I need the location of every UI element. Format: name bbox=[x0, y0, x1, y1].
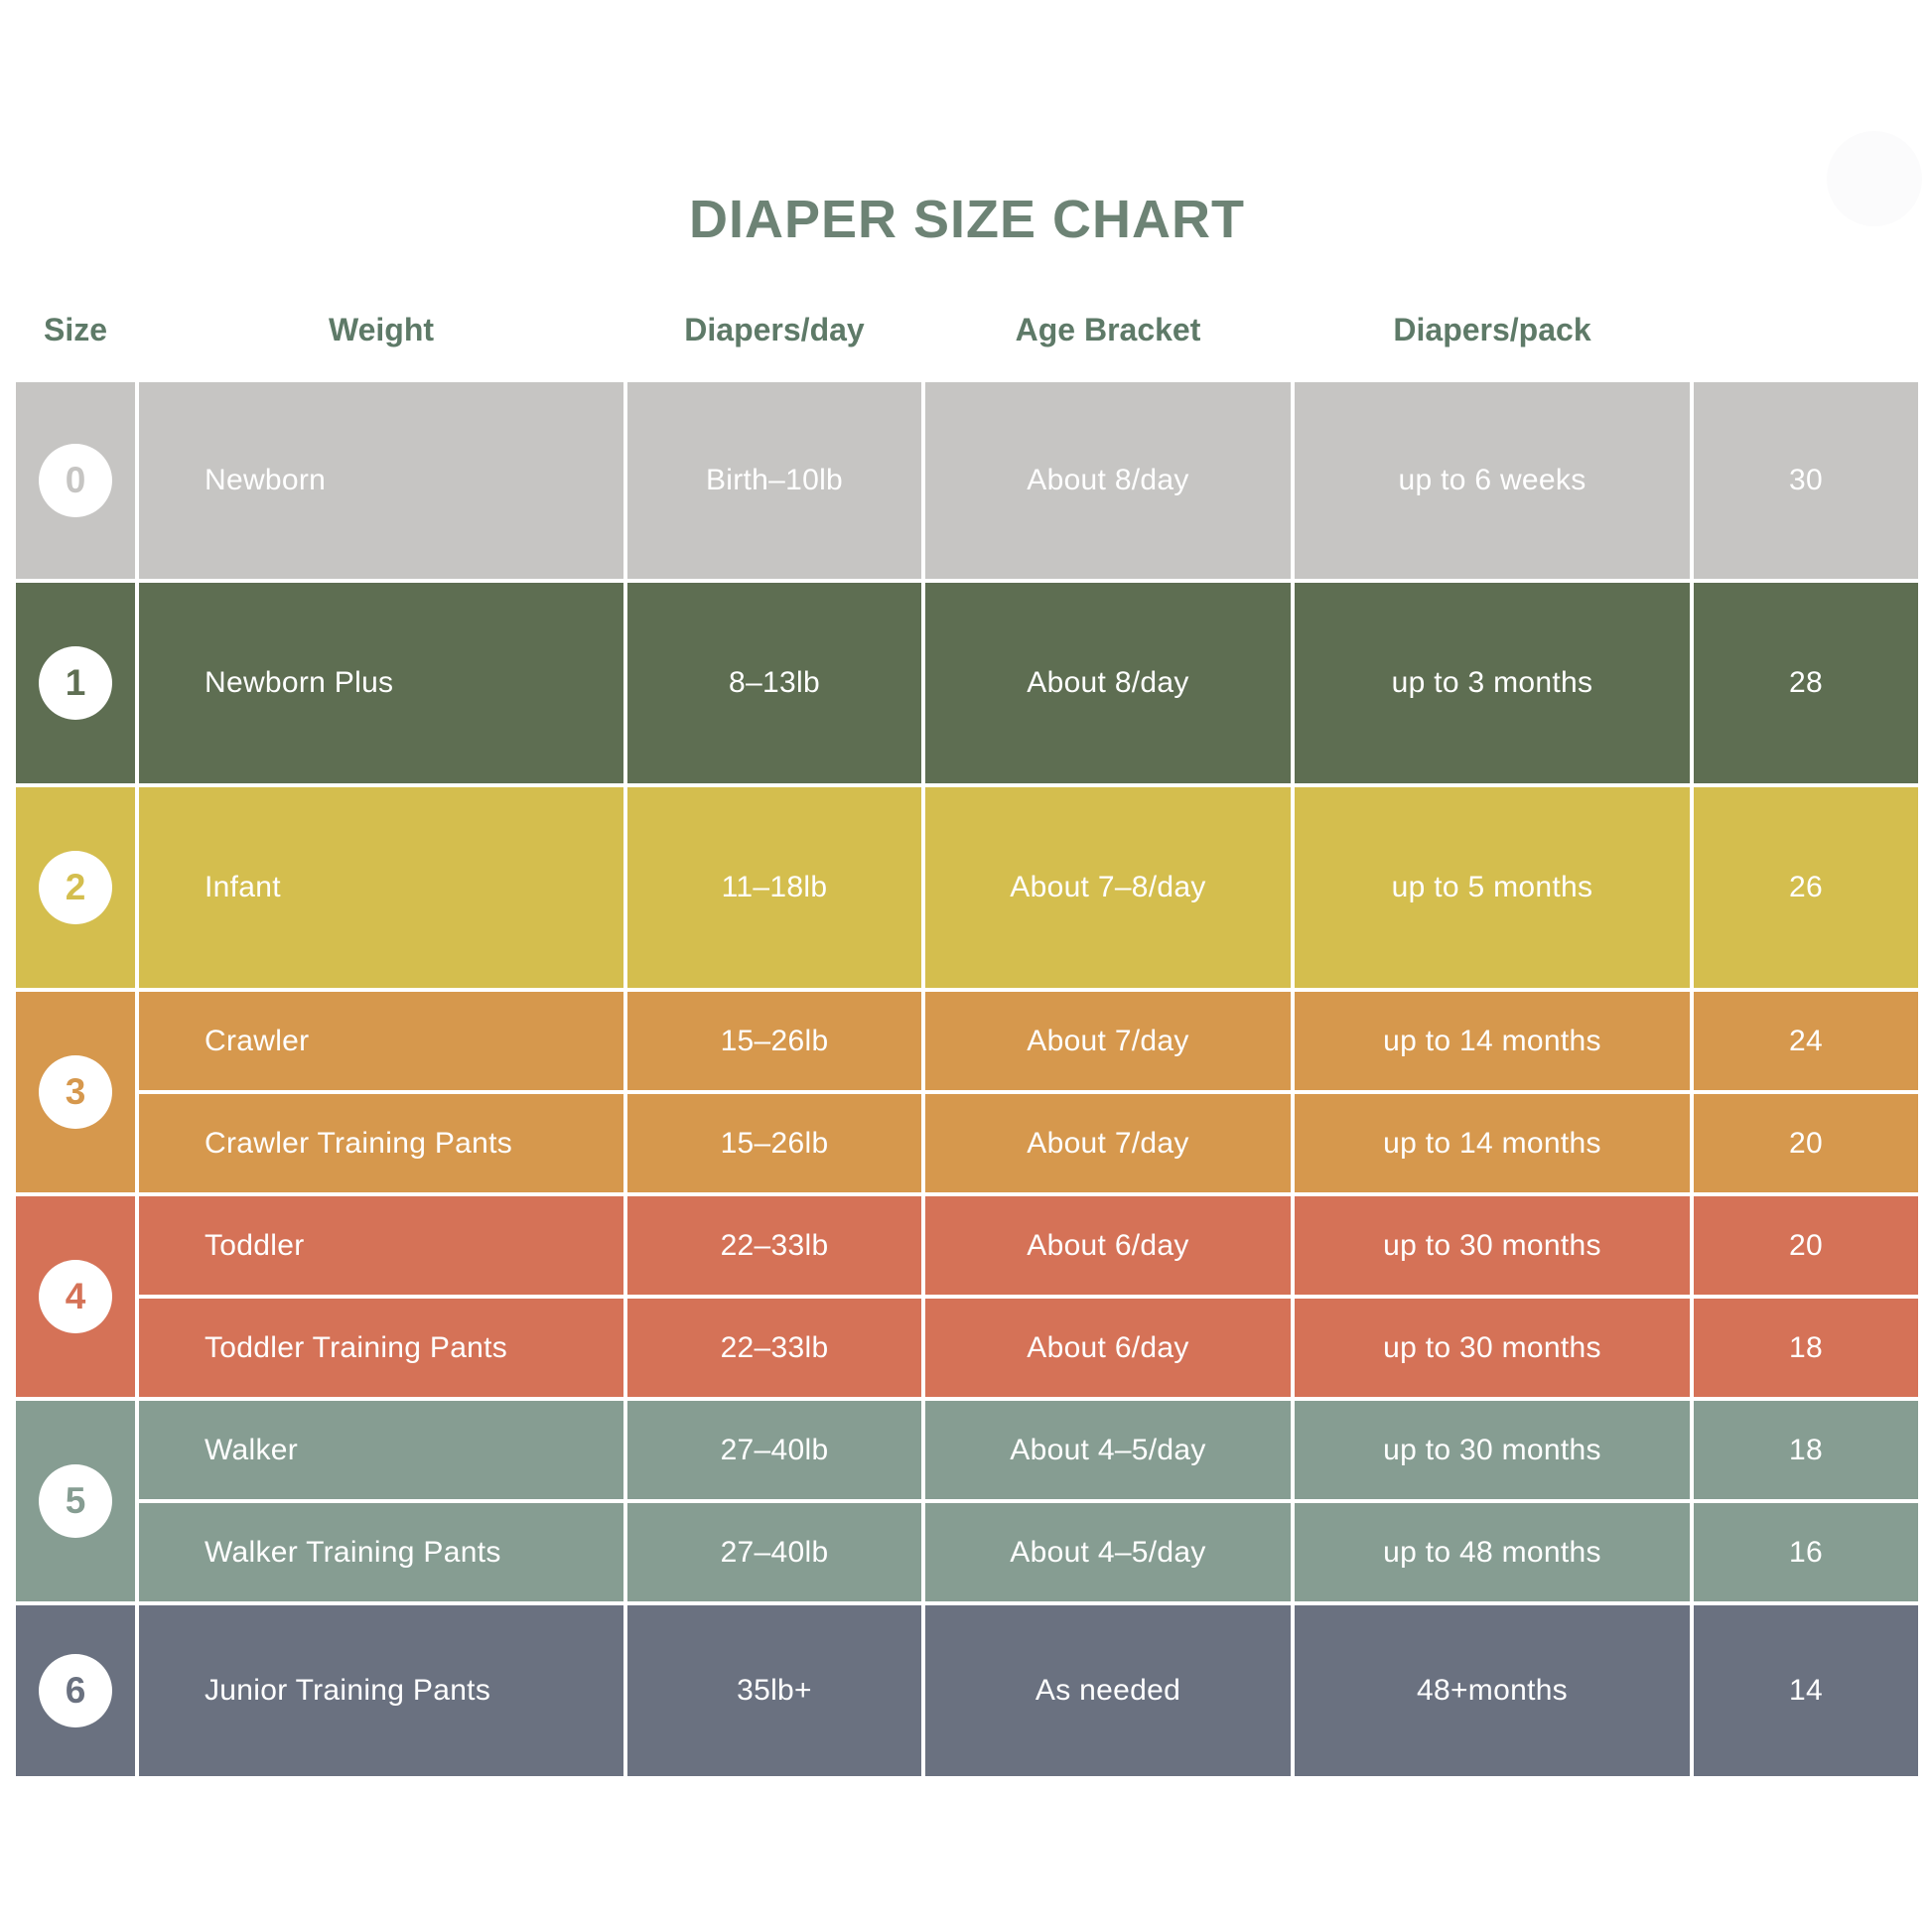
cell-per-day: About 4–5/day bbox=[925, 1401, 1291, 1499]
size-badge: 3 bbox=[39, 1055, 112, 1129]
cell-name: Crawler bbox=[139, 992, 623, 1090]
cell-age: up to 3 months bbox=[1295, 583, 1690, 783]
cell-age: 48+months bbox=[1295, 1605, 1690, 1776]
cell-name: Crawler Training Pants bbox=[139, 1094, 623, 1192]
cell-name: Newborn bbox=[139, 382, 623, 579]
column-header-weight: Weight bbox=[328, 312, 435, 347]
size-group-0: 0 Newborn Birth–10lb About 8/day up to 6 wee… bbox=[16, 382, 1918, 579]
cell-per-day: About 7–8/day bbox=[925, 787, 1291, 988]
cell-per-pack: 14 bbox=[1694, 1605, 1918, 1776]
cell-per-pack: 28 bbox=[1694, 583, 1918, 783]
size-number-cell: 6 bbox=[16, 1605, 135, 1776]
cell-per-day: About 7/day bbox=[925, 992, 1291, 1090]
size-badge: 1 bbox=[39, 646, 112, 720]
size-badge: 2 bbox=[39, 851, 112, 924]
cell-age: up to 14 months bbox=[1295, 1094, 1690, 1192]
size-group-3: 3 Crawler 15–26lb About 7/day up to 14 month… bbox=[16, 992, 1918, 1192]
cell-age: up to 48 months bbox=[1295, 1503, 1690, 1601]
cell-name: Junior Training Pants bbox=[139, 1605, 623, 1776]
cell-per-pack: 20 bbox=[1694, 1196, 1918, 1295]
size-number-cell: 3 bbox=[16, 992, 135, 1192]
cell-per-pack: 18 bbox=[1694, 1299, 1918, 1397]
cell-name: Toddler Training Pants bbox=[139, 1299, 623, 1397]
size-group-6: 6 Junior Training Pants 35lb+ As needed 48+m… bbox=[16, 1605, 1918, 1776]
cell-per-day: About 8/day bbox=[925, 382, 1291, 579]
cell-per-pack: 18 bbox=[1694, 1401, 1918, 1499]
size-badge: 0 bbox=[39, 444, 112, 517]
cell-age: up to 30 months bbox=[1295, 1196, 1690, 1295]
size-number-cell: 2 bbox=[16, 787, 135, 988]
size-table: 0 Newborn Birth–10lb About 8/day up to 6 wee… bbox=[16, 382, 1918, 1776]
cell-age: up to 5 months bbox=[1295, 787, 1690, 988]
cell-age: up to 30 months bbox=[1295, 1401, 1690, 1499]
size-badge: 5 bbox=[39, 1464, 112, 1538]
cell-per-day: As needed bbox=[925, 1605, 1291, 1776]
cell-per-pack: 16 bbox=[1694, 1503, 1918, 1601]
cell-per-day: About 6/day bbox=[925, 1299, 1291, 1397]
size-number-cell: 0 bbox=[16, 382, 135, 579]
page-title: DIAPER SIZE CHART bbox=[688, 190, 1246, 249]
watermark-circle bbox=[1827, 131, 1922, 226]
cell-weight: 15–26lb bbox=[627, 992, 921, 1090]
cell-weight: 27–40lb bbox=[627, 1401, 921, 1499]
size-group-4: 4 Toddler 22–33lb About 6/day up to 30 month… bbox=[16, 1196, 1918, 1397]
size-group-1: 1 Newborn Plus 8–13lb About 8/day up to 3 mo… bbox=[16, 583, 1918, 783]
cell-weight: 22–33lb bbox=[627, 1299, 921, 1397]
cell-age: up to 30 months bbox=[1295, 1299, 1690, 1397]
cell-per-pack: 24 bbox=[1694, 992, 1918, 1090]
cell-name: Walker bbox=[139, 1401, 623, 1499]
cell-per-pack: 20 bbox=[1694, 1094, 1918, 1192]
column-header-age-bracket: Age Bracket bbox=[1015, 312, 1201, 347]
size-number-cell: 1 bbox=[16, 583, 135, 783]
size-group-2: 2 Infant 11–18lb About 7–8/day up to 5 month… bbox=[16, 787, 1918, 988]
cell-weight: 15–26lb bbox=[627, 1094, 921, 1192]
cell-weight: Birth–10lb bbox=[627, 382, 921, 579]
cell-weight: 8–13lb bbox=[627, 583, 921, 783]
column-headers: Size Weight Diapers/day Age Bracket Diapers/… bbox=[16, 248, 1918, 382]
cell-per-pack: 26 bbox=[1694, 787, 1918, 988]
size-number-cell: 5 bbox=[16, 1401, 135, 1601]
cell-name: Toddler bbox=[139, 1196, 623, 1295]
cell-age: up to 14 months bbox=[1295, 992, 1690, 1090]
cell-name: Walker Training Pants bbox=[139, 1503, 623, 1601]
cell-per-day: About 6/day bbox=[925, 1196, 1291, 1295]
cell-per-pack: 30 bbox=[1694, 382, 1918, 579]
cell-age: up to 6 weeks bbox=[1295, 382, 1690, 579]
cell-weight: 35lb+ bbox=[627, 1605, 921, 1776]
cell-weight: 11–18lb bbox=[627, 787, 921, 988]
cell-name: Newborn Plus bbox=[139, 583, 623, 783]
column-header-diapers-day: Diapers/day bbox=[684, 312, 865, 347]
cell-per-day: About 8/day bbox=[925, 583, 1291, 783]
cell-weight: 27–40lb bbox=[627, 1503, 921, 1601]
size-badge: 6 bbox=[39, 1654, 112, 1727]
cell-weight: 22–33lb bbox=[627, 1196, 921, 1295]
cell-per-day: About 7/day bbox=[925, 1094, 1291, 1192]
column-header-size: Size bbox=[43, 312, 108, 347]
size-group-5: 5 Walker 27–40lb About 4–5/day up to 30 mont… bbox=[16, 1401, 1918, 1601]
cell-per-day: About 4–5/day bbox=[925, 1503, 1291, 1601]
column-header-diapers-pack: Diapers/pack bbox=[1393, 312, 1591, 347]
size-number-cell: 4 bbox=[16, 1196, 135, 1397]
size-badge: 4 bbox=[39, 1260, 112, 1333]
cell-name: Infant bbox=[139, 787, 623, 988]
